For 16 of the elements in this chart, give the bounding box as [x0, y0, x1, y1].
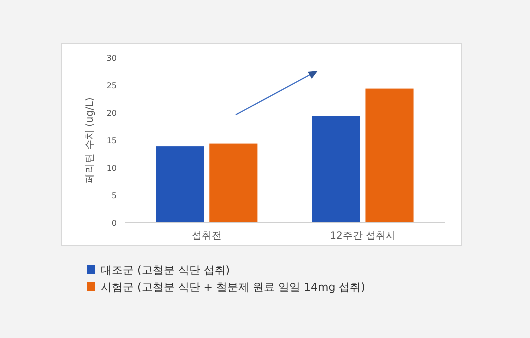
bar — [210, 144, 258, 223]
y-tick-label: 10 — [106, 164, 117, 173]
bar — [312, 116, 360, 223]
legend-label: 시험군 (고철분 식단 + 철분제 원료 일일 14mg 섭취) — [101, 280, 366, 294]
y-tick-label: 15 — [106, 136, 117, 146]
bar — [156, 146, 204, 223]
y-tick-label: 20 — [106, 108, 117, 118]
legend-label: 대조군 (고철분 식단 섭취) — [101, 264, 230, 277]
x-tick-label: 12주간 섭취시 — [330, 231, 396, 242]
y-axis-title: 페리틴 수치 (ug/L) — [85, 98, 96, 184]
x-tick-label: 섭취전 — [192, 231, 222, 242]
y-tick-label: 25 — [106, 81, 117, 90]
bar — [366, 88, 414, 223]
y-tick-label: 5 — [112, 191, 117, 200]
y-tick-label: 0 — [112, 218, 117, 228]
y-tick-label: 30 — [106, 54, 117, 63]
